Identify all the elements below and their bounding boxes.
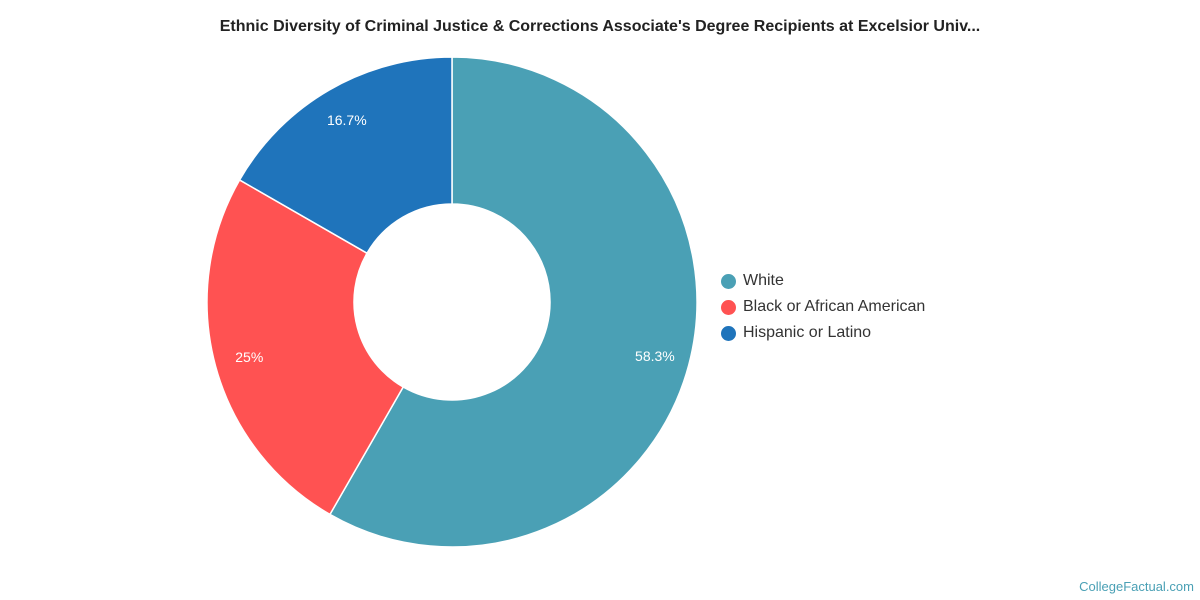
legend-label: Black or African American (743, 298, 926, 315)
slice-black-or-african-american (206, 178, 405, 516)
legend-dot-icon (721, 273, 736, 289)
slice-hispanic-or-latino (238, 56, 453, 255)
slice-label: 25% (235, 349, 263, 365)
legend-item[interactable]: Black or African American (721, 294, 925, 320)
legend-item[interactable]: White (721, 268, 925, 294)
legend: White Black or African American Hispanic o… (721, 268, 925, 346)
credit-link[interactable]: CollegeFactual.com (1079, 579, 1194, 594)
legend-label: Hispanic or Latino (743, 324, 872, 341)
legend-label: White (743, 272, 784, 289)
legend-dot-icon (721, 299, 736, 315)
legend-dot-icon (721, 325, 736, 341)
slice-white (328, 56, 698, 548)
legend-item[interactable]: Hispanic or Latino (721, 320, 925, 346)
chart-title: Ethnic Diversity of Criminal Justice & C… (219, 18, 981, 35)
slice-label: 58.3% (635, 348, 675, 364)
slice-label: 16.7% (327, 112, 367, 128)
